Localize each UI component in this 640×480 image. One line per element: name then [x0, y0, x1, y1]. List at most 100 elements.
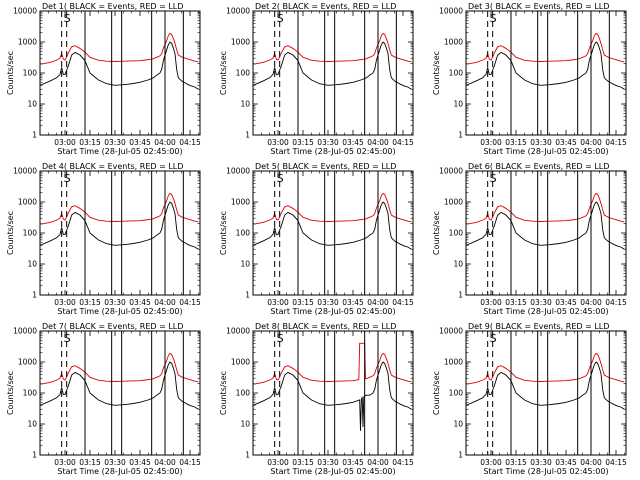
x-tick-label: 03:45 [342, 458, 364, 467]
x-tick-label: 04:00 [154, 298, 176, 307]
y-tick-label: 1000 [18, 358, 37, 367]
y-tick-label: 1 [32, 451, 37, 460]
panel-title: Det 3( BLACK = Events, RED = LLD [468, 2, 609, 11]
x-tick-label: 03:15 [505, 298, 527, 307]
y-tick-label: 1000 [444, 198, 463, 207]
x-axis-label: Start Time (28-Jul-05 02:45:00) [270, 147, 395, 156]
series-line-lld [253, 32, 412, 65]
y-axis-label: Counts/sec [6, 211, 15, 255]
x-tick-label: 03:00 [54, 138, 76, 147]
y-tick-label: 1000 [444, 358, 463, 367]
x-tick-label: 04:15 [392, 458, 414, 467]
y-tick-label: 100 [449, 229, 464, 238]
y-tick-label: 10 [240, 100, 250, 109]
series-line-events [40, 41, 199, 90]
series-line-lld [466, 192, 625, 225]
y-tick-label: 10 [27, 260, 37, 269]
panel-title: Det 1( BLACK = Events, RED = LLD [42, 2, 183, 11]
y-tick-label: 10 [240, 420, 250, 429]
y-axis-label: Counts/sec [219, 51, 228, 95]
time-marker-label: S [64, 172, 71, 185]
time-marker-label: S [277, 332, 284, 345]
series-group [466, 192, 625, 250]
detector-panel-2: Det 2( BLACK = Events, RED = LLD 1 10 100 10… [219, 2, 414, 156]
y-axis-label: Counts/sec [432, 51, 441, 95]
series-group [466, 352, 625, 410]
y-tick-label: 10000 [439, 327, 463, 336]
time-marker-label: S [277, 12, 284, 25]
series-line-events [466, 201, 625, 250]
y-axis-label: Counts/sec [219, 211, 228, 255]
x-tick-label: 03:15 [292, 298, 314, 307]
y-tick-label: 1000 [231, 38, 250, 47]
detector-panel-3: Det 3( BLACK = Events, RED = LLD 1 10 100 10… [432, 2, 627, 156]
series-line-lld [40, 352, 199, 385]
time-marker-label: S [490, 12, 497, 25]
y-axis-label: Counts/sec [219, 371, 228, 415]
series-line-events [253, 201, 412, 250]
x-tick-label: 03:45 [342, 138, 364, 147]
x-axis-label: Start Time (28-Jul-05 02:45:00) [483, 307, 608, 316]
x-tick-label: 04:00 [367, 138, 389, 147]
plot-frame [465, 170, 627, 296]
x-tick-label: 03:30 [530, 298, 552, 307]
x-tick-label: 04:00 [154, 458, 176, 467]
x-tick-label: 04:15 [605, 458, 627, 467]
y-tick-label: 10000 [439, 7, 463, 16]
detector-panel-4: Det 4( BLACK = Events, RED = LLD 1 10 100 10… [6, 162, 201, 316]
y-tick-label: 10 [453, 260, 463, 269]
x-tick-label: 04:00 [154, 138, 176, 147]
y-tick-label: 10 [453, 100, 463, 109]
x-axis-label: Start Time (28-Jul-05 02:45:00) [57, 467, 182, 476]
panel-title: Det 2( BLACK = Events, RED = LLD [255, 2, 396, 11]
x-axis-label: Start Time (28-Jul-05 02:45:00) [483, 467, 608, 476]
x-tick-label: 03:30 [317, 138, 339, 147]
x-tick-label: 04:15 [179, 458, 201, 467]
x-tick-label: 03:30 [530, 138, 552, 147]
x-tick-label: 03:00 [480, 298, 502, 307]
x-tick-label: 04:00 [580, 138, 602, 147]
plot-frame [465, 330, 627, 456]
y-tick-label: 1 [32, 131, 37, 140]
x-tick-label: 03:15 [79, 138, 101, 147]
detector-panel-6: Det 6( BLACK = Events, RED = LLD 1 10 100 10… [432, 162, 627, 316]
y-tick-label: 1000 [231, 198, 250, 207]
y-tick-label: 10 [453, 420, 463, 429]
x-tick-label: 03:00 [480, 138, 502, 147]
x-tick-label: 03:00 [480, 458, 502, 467]
y-tick-label: 1000 [231, 358, 250, 367]
x-tick-label: 04:15 [179, 138, 201, 147]
series-line-events [253, 361, 412, 431]
x-tick-label: 03:30 [104, 138, 126, 147]
plot-frame [252, 330, 414, 456]
y-tick-label: 100 [236, 229, 251, 238]
detector-panel-5: Det 5( BLACK = Events, RED = LLD 1 10 100 10… [219, 162, 414, 316]
y-tick-label: 100 [23, 69, 38, 78]
x-tick-label: 03:45 [555, 458, 577, 467]
x-tick-label: 03:00 [267, 298, 289, 307]
y-tick-label: 1 [458, 291, 463, 300]
x-tick-label: 03:45 [129, 458, 151, 467]
x-tick-label: 03:30 [317, 298, 339, 307]
series-line-events [466, 41, 625, 90]
y-tick-label: 1 [245, 291, 250, 300]
x-tick-label: 03:30 [530, 458, 552, 467]
series-line-events [40, 361, 199, 410]
x-tick-label: 04:15 [392, 298, 414, 307]
y-tick-label: 10000 [226, 167, 250, 176]
plot-frame [252, 170, 414, 296]
panel-title: Det 4( BLACK = Events, RED = LLD [42, 162, 183, 171]
series-group [253, 32, 412, 90]
panel-title: Det 8( BLACK = Events, RED = LLD [255, 322, 396, 331]
y-tick-label: 1000 [18, 38, 37, 47]
detector-panel-7: Det 7( BLACK = Events, RED = LLD 1 10 100 10… [6, 322, 201, 476]
y-tick-label: 100 [449, 69, 464, 78]
series-group [466, 32, 625, 90]
detector-panel-9: Det 9( BLACK = Events, RED = LLD 1 10 100 10… [432, 322, 627, 476]
x-tick-label: 04:00 [580, 458, 602, 467]
x-tick-label: 04:15 [605, 298, 627, 307]
x-tick-label: 03:45 [342, 298, 364, 307]
y-tick-label: 1 [245, 131, 250, 140]
series-group [253, 342, 412, 431]
